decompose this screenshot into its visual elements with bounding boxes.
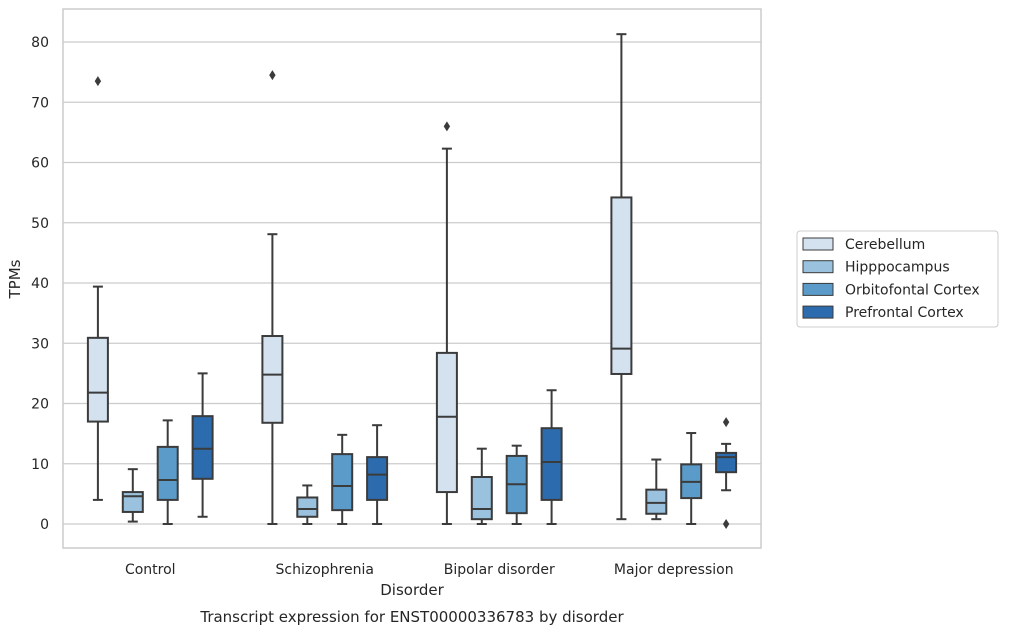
iqr-box — [470, 476, 493, 521]
iqr-box — [331, 453, 354, 512]
box-orbitofontal-cortex — [331, 433, 354, 525]
box-cerebellum — [261, 70, 284, 525]
y-tick-label: 60 — [31, 156, 49, 172]
x-tick-label: Control — [125, 562, 176, 578]
y-axis-title: TPMs — [6, 259, 24, 299]
box-cerebellum — [610, 33, 633, 521]
iqr-box — [715, 451, 738, 474]
iqr-box — [540, 427, 563, 501]
boxes — [86, 33, 738, 529]
legend-swatch — [802, 282, 834, 296]
box-hipppocampus — [296, 484, 319, 525]
legend-label: Prefrontal Cortex — [845, 305, 964, 321]
y-tick-label: 40 — [31, 276, 49, 292]
box-prefrontal-cortex — [715, 417, 738, 529]
box-cerebellum — [435, 121, 458, 525]
outlier-point — [443, 121, 451, 132]
y-tick-label: 20 — [31, 397, 49, 413]
x-tick-label: Major depression — [614, 562, 734, 578]
legend-label: Orbitofontal Cortex — [845, 282, 980, 298]
y-tick-label: 0 — [40, 517, 49, 533]
legend-swatch — [802, 260, 834, 274]
iqr-box — [121, 491, 144, 513]
legend: Cerebellum Hipppocampus Orbitofontal Corte… — [796, 230, 999, 328]
plot-frame — [62, 8, 762, 549]
legend-label: Hipppocampus — [845, 260, 950, 276]
y-tick-label: 50 — [31, 216, 49, 232]
x-axis-ticks: Control Schizophrenia Bipolar disorder Majo… — [125, 562, 734, 578]
box-hipppocampus — [645, 458, 668, 521]
y-axis-ticks: 0 10 20 30 40 50 60 70 80 — [31, 35, 49, 533]
box-hipppocampus — [470, 447, 493, 525]
box-prefrontal-cortex — [366, 424, 389, 525]
outlier-point — [269, 70, 276, 81]
y-tick-label: 30 — [31, 336, 49, 352]
y-tick-label: 70 — [31, 95, 49, 111]
x-tick-label: Bipolar disorder — [444, 562, 555, 578]
legend-label: Cerebellum — [845, 237, 925, 253]
gridlines — [63, 41, 761, 525]
iqr-box — [261, 335, 284, 424]
box-prefrontal-cortex — [540, 389, 563, 525]
iqr-box — [435, 351, 458, 494]
legend-frame — [796, 230, 999, 328]
box-hipppocampus — [121, 468, 144, 523]
iqr-box — [86, 336, 109, 423]
outlier-point — [722, 519, 730, 529]
y-tick-label: 80 — [31, 35, 49, 51]
box-orbitofontal-cortex — [505, 444, 528, 525]
iqr-box — [156, 445, 179, 501]
box-cerebellum — [86, 76, 109, 501]
x-tick-label: Schizophrenia — [276, 562, 374, 578]
iqr-box — [610, 196, 633, 375]
box-orbitofontal-cortex — [156, 419, 179, 525]
legend-swatch — [802, 237, 834, 251]
x-axis-title: Disorder — [380, 581, 444, 599]
box-orbitofontal-cortex — [680, 432, 703, 525]
chart-caption: Transcript expression for ENST0000033678… — [199, 608, 624, 626]
y-tick-label: 10 — [31, 457, 49, 473]
iqr-box — [366, 456, 389, 501]
iqr-box — [296, 496, 319, 518]
legend-swatch — [802, 305, 834, 319]
box-prefrontal-cortex — [191, 372, 214, 518]
iqr-box — [191, 415, 214, 480]
outlier-point — [94, 76, 102, 87]
outlier-point — [722, 417, 730, 428]
iqr-box — [645, 488, 668, 515]
